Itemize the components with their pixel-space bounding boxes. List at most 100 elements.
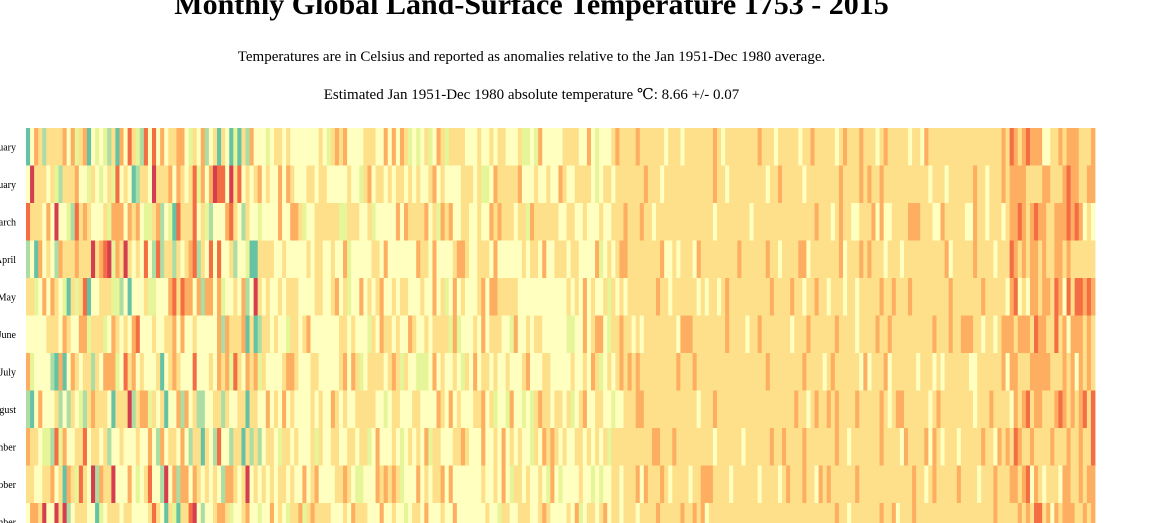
heatmap-cell [1005,315,1011,353]
heatmap-cell [887,465,893,503]
heatmap-cell [1066,390,1072,428]
heatmap-cell [501,203,507,241]
heatmap-cell [294,278,299,316]
heatmap-cell [375,353,381,391]
heatmap-cell [936,240,941,278]
heatmap-cell [269,390,275,428]
heatmap-cell [989,203,994,241]
heatmap-cell [542,465,547,503]
heatmap-cell [964,315,970,353]
heatmap-cell [802,165,807,203]
heatmap-cell [444,203,450,241]
heatmap-cell [1034,465,1039,503]
heatmap-cell [74,128,80,166]
heatmap-cell [26,128,31,166]
heatmap-cell [1046,315,1051,353]
heatmap-cell [960,353,966,391]
heatmap-cell [538,240,543,278]
heatmap-cell [1013,240,1019,278]
heatmap-cell [651,128,657,166]
heatmap-cell [464,203,470,241]
heatmap-cell [1066,428,1072,466]
heatmap-cell [42,503,47,523]
heatmap-cell [1021,390,1027,428]
heatmap-cell [395,503,401,523]
heatmap-cell [204,128,210,166]
heatmap-cell [347,315,352,353]
heatmap-cell [70,165,76,203]
heatmap-cell [383,465,389,503]
heatmap-cell [286,465,291,503]
heatmap-cell [749,240,754,278]
heatmap-cell [603,278,608,316]
heatmap-cell [245,503,250,523]
heatmap-cell [603,165,608,203]
heatmap-cell [643,428,649,466]
heatmap-cell [562,165,567,203]
heatmap-cell [452,428,458,466]
heatmap-cell [749,315,754,353]
heatmap-cell [338,278,344,316]
heatmap-cell [680,240,685,278]
heatmap-cell [428,278,433,316]
heatmap-cell [334,503,340,523]
heatmap-cell [566,203,572,241]
heatmap-cell [680,128,685,166]
heatmap-cell [826,428,832,466]
heatmap-cell [542,165,547,203]
heatmap-cell [282,165,287,203]
heatmap-cell [489,503,494,523]
heatmap-cell [416,428,421,466]
heatmap-cell [660,390,665,428]
heatmap-cell [745,278,750,316]
heatmap-cell [460,465,466,503]
heatmap-cell [416,465,421,503]
heatmap-cell [725,503,730,523]
heatmap-cell [237,390,242,428]
heatmap-cell [123,128,129,166]
heatmap-cell [188,165,194,203]
heatmap-cell [745,465,750,503]
heatmap-cell [456,353,462,391]
heatmap-cell [143,240,149,278]
heatmap-cell [916,128,921,166]
heatmap-cell [66,165,72,203]
heatmap-cell [769,390,775,428]
heatmap-cell [217,203,222,241]
heatmap-cell [115,240,120,278]
heatmap-cell [103,390,108,428]
heatmap-cell [1029,465,1035,503]
heatmap-cell [595,465,600,503]
heatmap-cell [310,278,315,316]
heatmap-cell [99,465,104,503]
heatmap-cell [757,503,763,523]
heatmap-cell [741,315,746,353]
heatmap-cell [66,428,72,466]
heatmap-cell [847,465,852,503]
heatmap-cell [115,165,120,203]
heatmap-cell [460,353,466,391]
heatmap-cell [798,503,803,523]
heatmap-cell [656,503,661,523]
heatmap-cell [412,503,417,523]
heatmap-cell [635,240,641,278]
heatmap-cell [729,203,734,241]
heatmap-cell [733,503,738,523]
heatmap-cell [586,353,592,391]
heatmap-cell [1050,203,1055,241]
heatmap-cell [497,315,502,353]
heatmap-cell [290,165,295,203]
heatmap-cell [595,165,600,203]
heatmap-cell [343,390,348,428]
heatmap-cell [631,203,637,241]
heatmap-cell [684,353,689,391]
heatmap-cell [50,353,55,391]
heatmap-cell [745,428,750,466]
heatmap-cell [595,128,600,166]
heatmap-cell [469,165,474,203]
heatmap-cell [91,390,96,428]
heatmap-cell [891,315,897,353]
heatmap-cell [928,428,933,466]
heatmap-cell [818,503,824,523]
heatmap-cell [269,315,275,353]
